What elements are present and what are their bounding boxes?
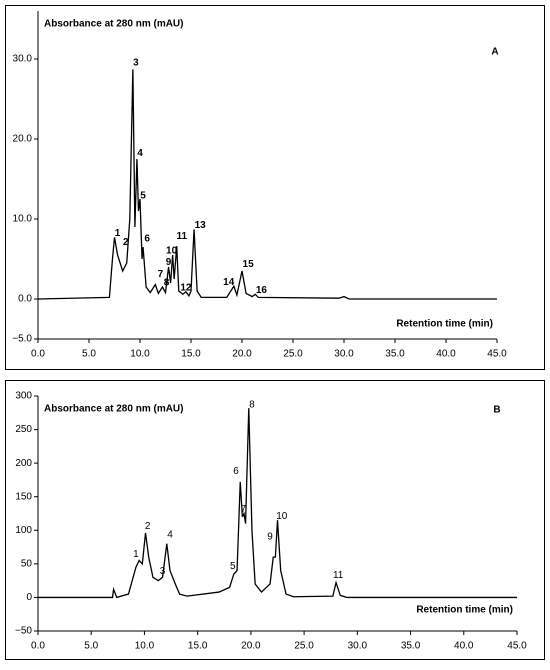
chromatogram-trace: [37, 69, 497, 300]
peak-label: 9: [267, 532, 273, 543]
y-axis-label: Absorbance at 280 nm (mAU): [44, 404, 183, 415]
panel-label: B: [493, 405, 500, 416]
peak-label: 10: [166, 246, 178, 257]
x-axis-label: Retention time (min): [396, 319, 493, 330]
peak-label: 3: [133, 58, 139, 69]
peak-label: 13: [195, 220, 207, 231]
y-tick-label: 150: [15, 491, 32, 502]
peak-label: 10: [276, 511, 288, 522]
peak-label: 3: [160, 566, 166, 577]
x-tick-label: 20.0: [241, 641, 261, 652]
peak-label: 5: [140, 190, 146, 201]
x-tick-label: 0.0: [31, 349, 45, 360]
peak-label: 9: [166, 257, 172, 268]
peak-label: 2: [123, 237, 129, 248]
peak-label: 8: [164, 278, 170, 289]
y-tick-label: 100: [15, 525, 32, 536]
peak-label: 15: [243, 259, 255, 270]
peak-label: 6: [144, 234, 150, 245]
x-tick-label: 45.0: [507, 641, 527, 652]
panel-frame: [5, 380, 545, 660]
peak-label: 5: [230, 561, 236, 572]
y-tick-label: −50: [15, 626, 32, 637]
peak-label: 7: [241, 504, 247, 515]
peak-label: 12: [180, 282, 192, 293]
y-tick-label: −5.0: [12, 334, 32, 345]
y-tick-label: 300: [15, 391, 32, 402]
peak-label: 6: [233, 466, 239, 477]
x-tick-label: 35.0: [401, 641, 421, 652]
peak-label: 8: [249, 399, 255, 410]
x-tick-label: 30.0: [334, 349, 354, 360]
panel-label: A: [491, 47, 498, 58]
x-tick-label: 10.0: [130, 349, 150, 360]
y-tick-label: 50: [21, 558, 33, 569]
y-tick-label: 20.0: [13, 134, 33, 145]
y-tick-label: 0.0: [18, 294, 32, 305]
peak-label: 11: [177, 231, 188, 242]
peak-label: 16: [256, 285, 268, 296]
x-tick-label: 0.0: [31, 641, 45, 652]
y-tick-label: 200: [15, 458, 32, 469]
peak-label: 2: [145, 521, 151, 532]
peak-label: 1: [115, 228, 121, 239]
peak-label: 4: [137, 148, 143, 159]
x-tick-label: 25.0: [294, 641, 314, 652]
x-tick-label: 5.0: [82, 349, 96, 360]
y-tick-label: 10.0: [13, 214, 33, 225]
x-tick-label: 45.0: [487, 349, 507, 360]
peak-label: 14: [223, 277, 235, 288]
peak-label: 4: [167, 530, 173, 541]
x-tick-label: 40.0: [454, 641, 474, 652]
peak-label: 11: [333, 570, 344, 581]
y-tick-label: 30.0: [13, 54, 33, 65]
x-tick-label: 15.0: [181, 349, 201, 360]
y-tick-label: 250: [15, 424, 32, 435]
peak-label: 1: [133, 549, 139, 560]
x-tick-label: 10.0: [135, 641, 155, 652]
x-axis-label: Retention time (min): [416, 605, 513, 616]
chromatogram-trace: [38, 408, 517, 599]
x-tick-label: 35.0: [385, 349, 405, 360]
x-tick-label: 30.0: [348, 641, 368, 652]
y-tick-label: 0: [26, 592, 32, 603]
peak-label: 7: [158, 269, 164, 280]
x-tick-label: 5.0: [84, 641, 98, 652]
panel-frame: [5, 5, 545, 370]
x-tick-label: 25.0: [283, 349, 303, 360]
x-tick-label: 40.0: [436, 349, 456, 360]
x-tick-label: 20.0: [232, 349, 252, 360]
x-tick-label: 15.0: [188, 641, 208, 652]
y-axis-label: Absorbance at 280 nm (mAU): [44, 19, 183, 30]
